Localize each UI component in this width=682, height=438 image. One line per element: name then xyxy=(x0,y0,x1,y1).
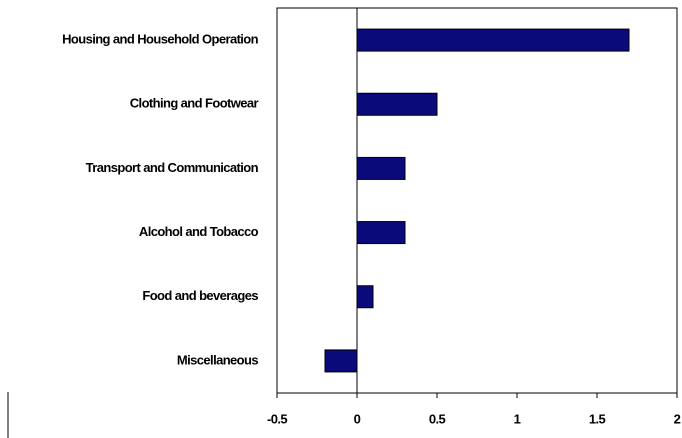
x-tick-label: 1.5 xyxy=(589,411,606,426)
plot-area xyxy=(276,7,678,394)
x-tick-label: 0.5 xyxy=(429,411,446,426)
y-tick-label: Alcohol and Tobacco xyxy=(139,224,259,239)
bar xyxy=(356,28,630,52)
x-tick-label: 1 xyxy=(514,411,521,426)
y-tick-label: Clothing and Footwear xyxy=(130,96,259,111)
bar xyxy=(356,156,406,180)
bar xyxy=(324,349,358,373)
x-tick-label: -0.5 xyxy=(267,411,287,426)
y-tick-label: Miscellaneous xyxy=(177,352,258,367)
x-tick-label: 0 xyxy=(354,411,361,426)
bar xyxy=(356,92,438,116)
y-tick-label: Food and beverages xyxy=(142,288,258,303)
bar xyxy=(356,221,406,245)
y-tick-label: Housing and Household Operation xyxy=(62,32,259,47)
bar xyxy=(356,285,374,309)
x-tick-label: 2 xyxy=(674,411,681,426)
y-tick-label: Transport and Communication xyxy=(86,160,259,175)
